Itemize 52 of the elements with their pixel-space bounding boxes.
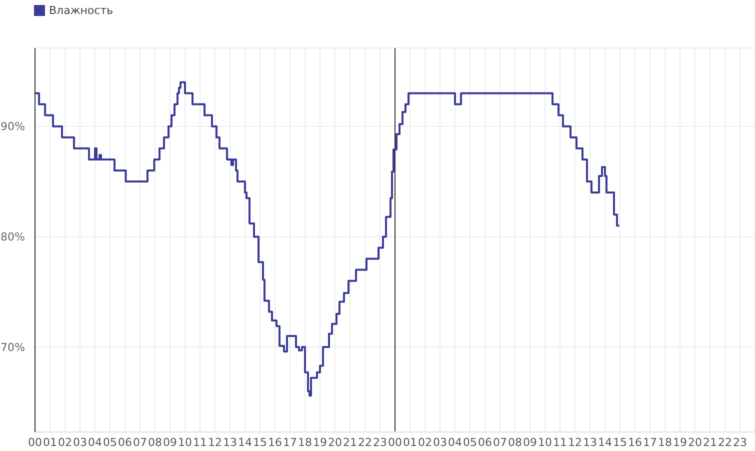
x-tick-label: 21	[703, 436, 717, 449]
x-tick-label: 22	[358, 436, 372, 449]
x-tick-label: 10	[178, 436, 192, 449]
x-tick-label: 20	[688, 436, 702, 449]
x-tick-label: 06	[118, 436, 132, 449]
x-tick-label: 19	[313, 436, 327, 449]
x-tick-label: 11	[193, 436, 207, 449]
y-tick-label: 80%	[0, 230, 25, 244]
legend-label: Влажность	[49, 4, 114, 17]
x-tick-label: 14	[598, 436, 612, 449]
x-tick-label: 12	[568, 436, 582, 449]
x-tick-label: 06	[478, 436, 492, 449]
x-tick-label: 01	[43, 436, 57, 449]
x-tick-label: 17	[643, 436, 657, 449]
x-tick-label: 13	[583, 436, 597, 449]
x-tick-label: 22	[718, 436, 732, 449]
x-tick-label: 17	[283, 436, 297, 449]
x-tick-label: 08	[508, 436, 522, 449]
x-tick-label: 14	[238, 436, 252, 449]
y-tick-label: 70%	[0, 340, 25, 354]
x-tick-label: 23	[733, 436, 747, 449]
x-tick-label: 15	[613, 436, 627, 449]
x-tick-label: 08	[148, 436, 162, 449]
x-tick-label: 13	[223, 436, 237, 449]
x-tick-label: 04	[88, 436, 102, 449]
x-tick-label: 04	[448, 436, 462, 449]
x-tick-label: 15	[253, 436, 267, 449]
y-tick-label: 90%	[0, 120, 25, 134]
x-tick-label: 09	[523, 436, 537, 449]
x-tick-label: 02	[58, 436, 72, 449]
x-tick-label: 03	[433, 436, 447, 449]
x-tick-label: 00	[28, 436, 42, 449]
x-tick-label: 18	[298, 436, 312, 449]
x-tick-label: 19	[673, 436, 687, 449]
x-tick-label: 05	[463, 436, 477, 449]
x-tick-label: 00	[388, 436, 402, 449]
x-tick-label: 01	[403, 436, 417, 449]
x-tick-label: 16	[628, 436, 642, 449]
x-tick-label: 03	[73, 436, 87, 449]
x-tick-label: 11	[553, 436, 567, 449]
x-tick-label: 10	[538, 436, 552, 449]
x-tick-label: 05	[103, 436, 117, 449]
x-tick-label: 23	[373, 436, 387, 449]
x-tick-label: 07	[493, 436, 507, 449]
x-tick-label: 09	[163, 436, 177, 449]
x-tick-label: 20	[328, 436, 342, 449]
x-tick-label: 02	[418, 436, 432, 449]
x-tick-label: 16	[268, 436, 282, 449]
x-tick-label: 21	[343, 436, 357, 449]
x-tick-label: 12	[208, 436, 222, 449]
x-tick-label: 07	[133, 436, 147, 449]
x-tick-label: 18	[658, 436, 672, 449]
